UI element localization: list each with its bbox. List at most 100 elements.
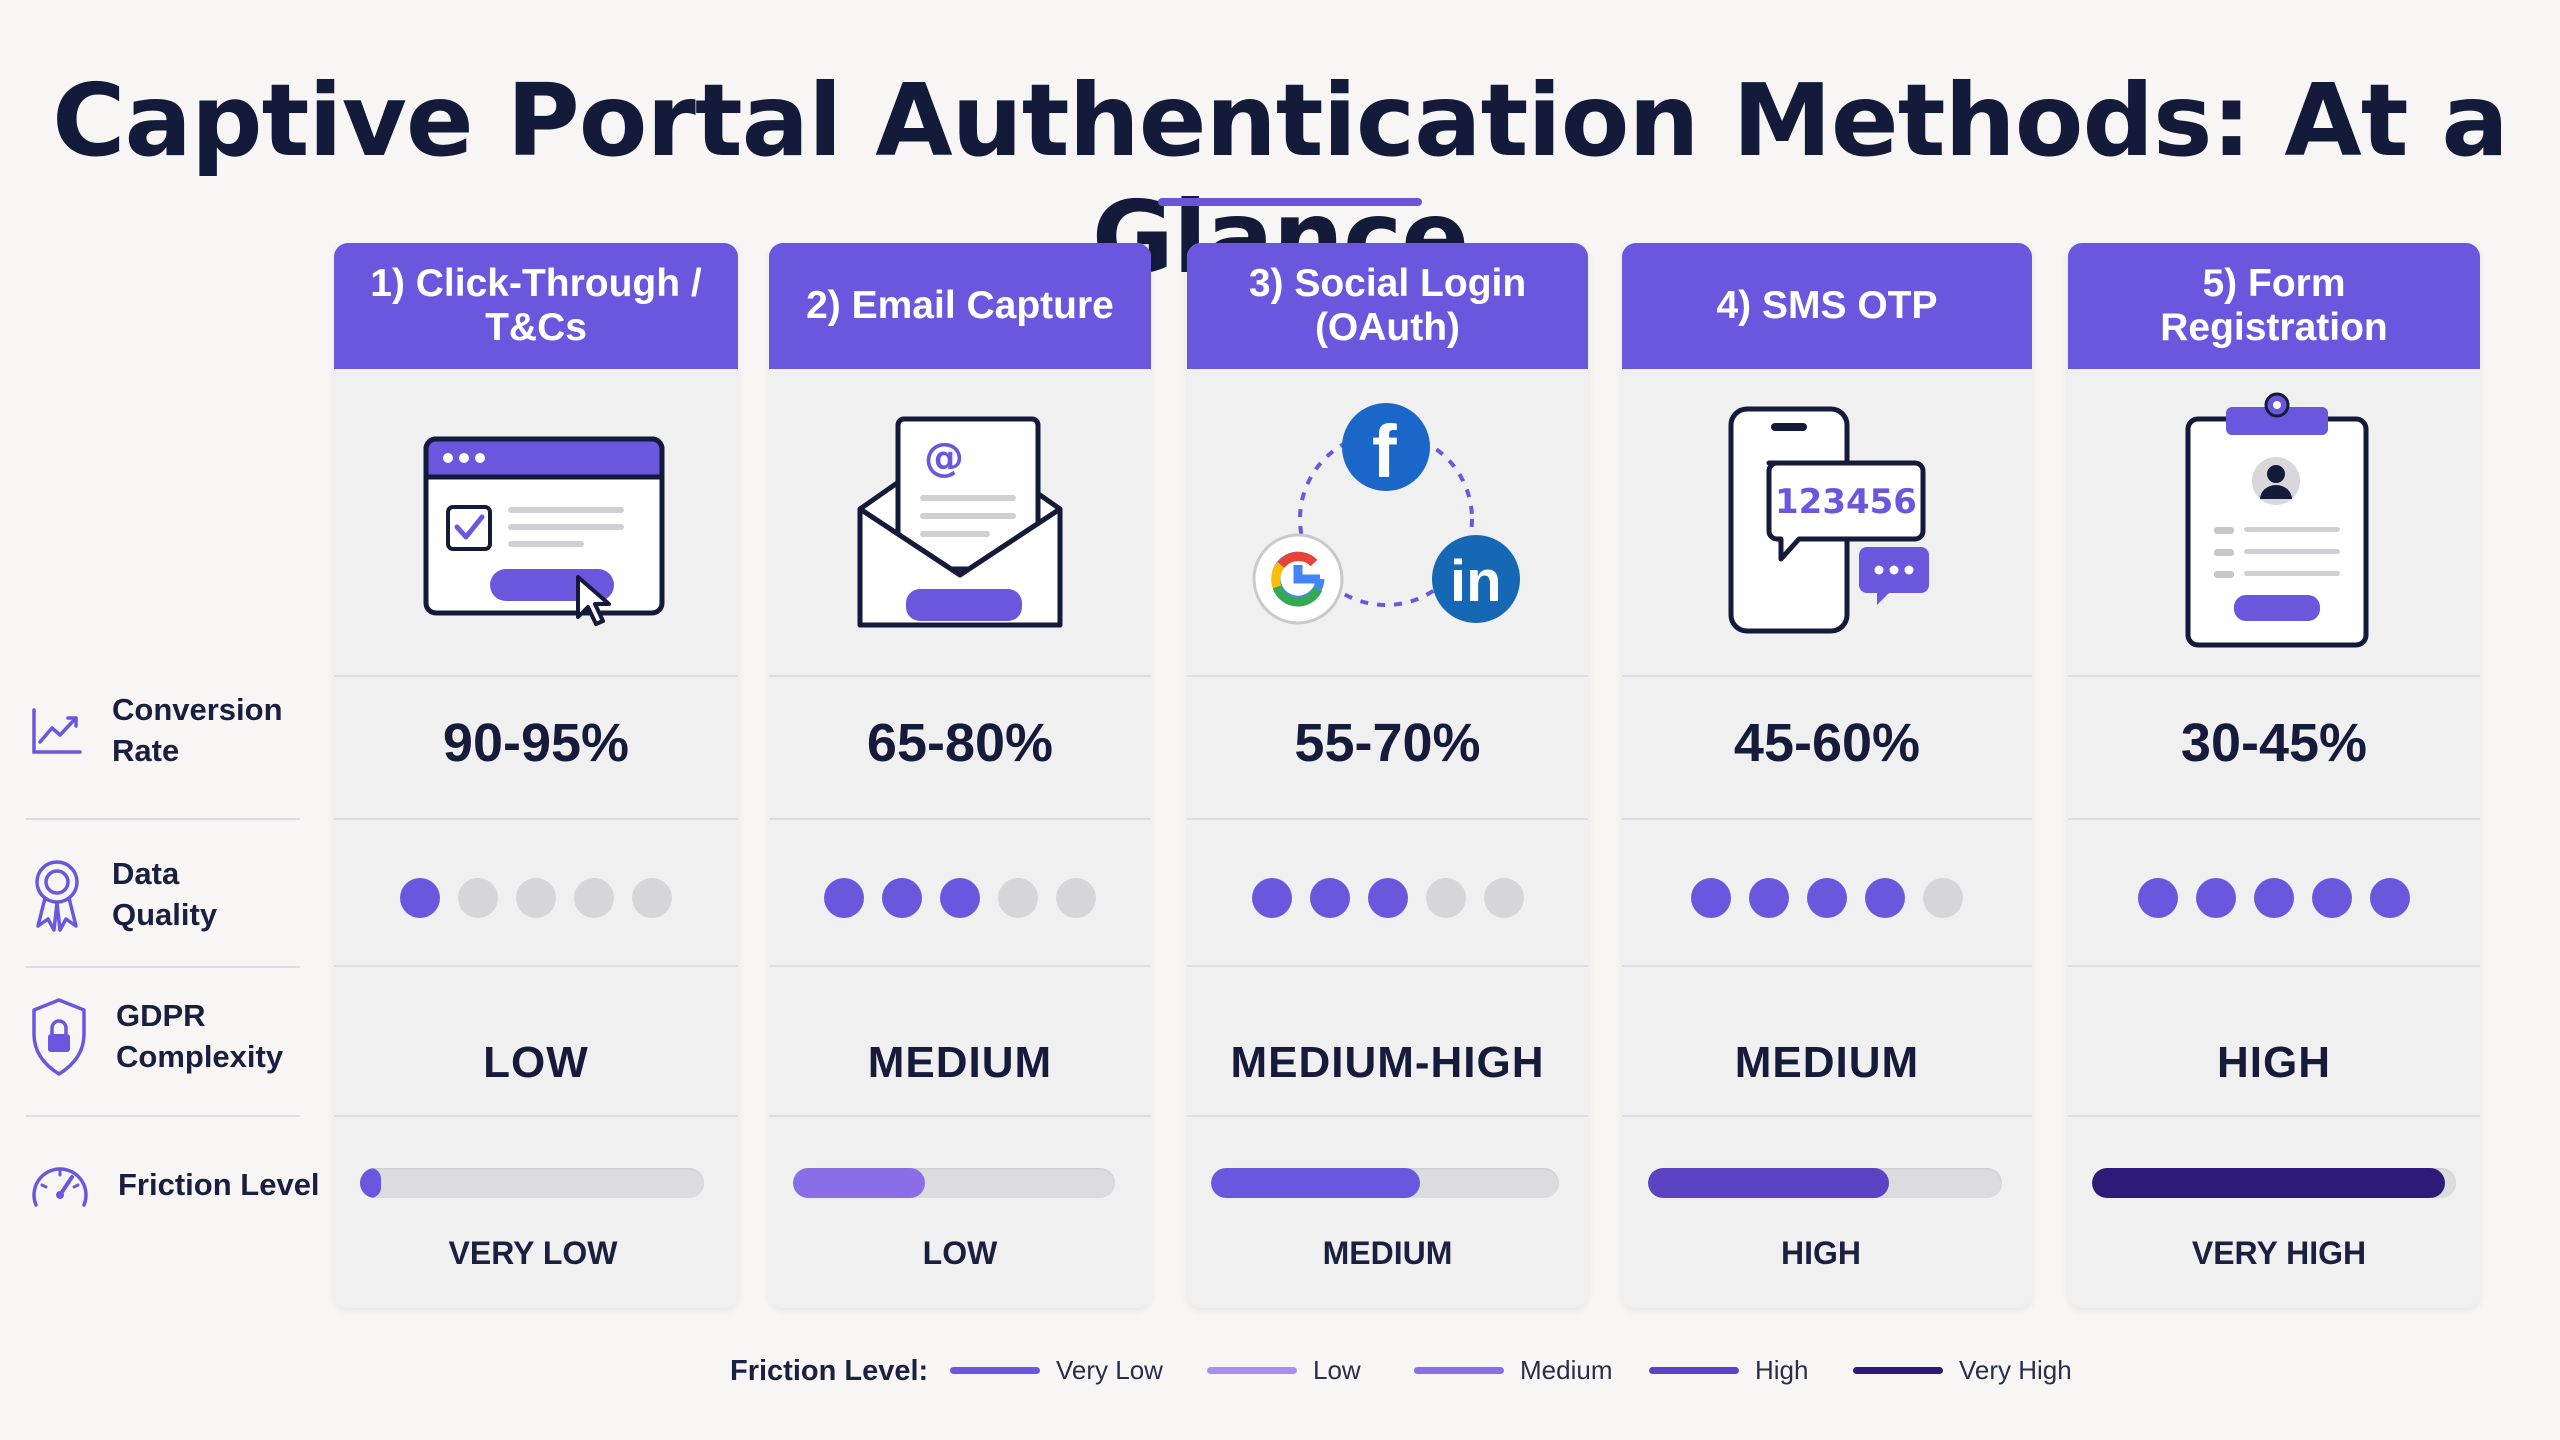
row-label-conversion-text: Conversion Rate [112,692,283,768]
quality-dot-empty [632,878,672,918]
friction-level: LOW [922,1235,998,1271]
friction-level: VERY HIGH [2191,1235,2367,1271]
row-label-gdpr-text: GDPR Complexity [116,998,284,1074]
friction-bar-fill [1211,1168,1420,1198]
method-card-click-through: 1) Click-Through / T&Cs 90-95% LOW VERY … [334,243,738,1308]
legend-swatch [1207,1367,1297,1374]
quality-dot-filled [2138,878,2178,918]
quality-dot-empty [998,878,1038,918]
otp-code: 123456 [1775,482,1917,522]
method-header: 3) Social Login (OAuth) [1187,243,1588,369]
legend-swatch [1649,1367,1739,1374]
svg-text:@: @ [924,435,964,481]
quality-dot-filled [2196,878,2236,918]
quality-dot-filled [1807,878,1847,918]
data-quality-dots [334,868,738,928]
gdpr-complexity: HIGH [2217,1038,2331,1087]
quality-dot-filled [940,878,980,918]
legend-item-low: Low [1207,1355,1361,1386]
quality-dot-filled [2312,878,2352,918]
quality-dot-filled [824,878,864,918]
conversion-rate: 30-45% [2180,713,2368,773]
friction-level: MEDIUM [1322,1235,1453,1271]
quality-dot-filled [1367,878,1408,918]
quality-dot-filled [400,878,440,918]
legend-label: High [1755,1355,1809,1385]
browser-checkbox-icon [334,369,738,669]
friction-legend: Friction Level: Very Low Low Medium High… [0,1355,2560,1395]
legend-label: Very Low [1056,1355,1163,1385]
conversion-rate: 45-60% [1733,713,1921,773]
data-quality-dots [1622,868,2032,928]
friction-bar-fill [360,1168,381,1198]
friction-bar [793,1168,1115,1198]
gdpr-complexity: MEDIUM-HIGH [1230,1038,1545,1087]
trend-chart-icon [32,708,82,754]
legend-label: Medium [1520,1355,1613,1385]
quality-dot-filled [2254,878,2294,918]
method-card-form-registration: 5) Form Registration 30-45% HIGH VERY HI… [2068,243,2480,1308]
quality-dot-filled [1691,878,1731,918]
legend-title: Friction Level: [730,1355,929,1387]
legend-item-very-low: Very Low [950,1355,1163,1386]
quality-dot-filled [1865,878,1905,918]
quality-dot-empty [1056,878,1096,918]
data-quality-dots [1187,868,1588,928]
social-login-icon: f in [1187,369,1588,669]
quality-dot-empty [1425,878,1466,918]
row-separator [26,966,300,968]
friction-bar [360,1168,704,1198]
row-label-friction: Friction Level [28,1155,320,1215]
method-card-sms-otp: 4) SMS OTP 123456 45-60% MEDIUM HIGH [1622,243,2032,1308]
row-label-conversion: Conversion Rate [28,690,283,772]
friction-bar-fill [1648,1168,1889,1198]
legend-swatch [1853,1367,1943,1374]
quality-dot-empty [574,878,614,918]
quality-dot-empty [516,878,556,918]
email-envelope-icon: @ [769,369,1151,669]
friction-bar [1648,1168,2002,1198]
title-underline [1158,198,1422,206]
clipboard-form-icon [2068,369,2480,669]
legend-item-medium: Medium [1414,1355,1612,1386]
method-header: 1) Click-Through / T&Cs [334,243,738,369]
friction-bar [2092,1168,2456,1198]
row-label-gdpr: GDPR Complexity [28,996,283,1078]
method-header: 5) Form Registration [2068,243,2480,369]
legend-label: Very High [1959,1355,2072,1385]
legend-item-high: High [1649,1355,1808,1386]
row-separator [26,1115,300,1117]
method-card-social-login: 3) Social Login (OAuth) f in 55-70% MEDI… [1187,243,1588,1308]
data-quality-dots [769,868,1151,928]
row-label-data-quality: Data Quality [28,854,217,936]
quality-dot-filled [1251,878,1292,918]
shield-lock-icon [32,998,86,1076]
gdpr-complexity: MEDIUM [867,1038,1053,1087]
method-card-email-capture: 2) Email Capture @ 65-80% MEDIUM LOW [769,243,1151,1308]
friction-bar-fill [793,1168,926,1198]
phone-otp-icon: 123456 [1622,369,2032,669]
quality-dot-empty [1923,878,1963,918]
conversion-rate: 90-95% [442,713,630,773]
conversion-rate: 65-80% [866,713,1054,773]
quality-dot-filled [882,878,922,918]
legend-swatch [1414,1367,1504,1374]
row-separator [26,818,300,820]
quality-dot-filled [2370,878,2410,918]
svg-text:f: f [1372,410,1397,493]
quality-dot-filled [1309,878,1350,918]
award-ribbon-icon [35,860,79,932]
quality-dot-filled [1749,878,1789,918]
gdpr-complexity: MEDIUM [1734,1038,1920,1087]
friction-level: VERY LOW [448,1235,618,1271]
gdpr-complexity: LOW [483,1038,589,1087]
row-label-data-quality-text: Data Quality [112,856,218,932]
legend-item-very-high: Very High [1853,1355,2072,1386]
friction-bar-fill [2092,1168,2446,1198]
row-label-friction-text: Friction Level [118,1166,320,1202]
friction-level: HIGH [1781,1235,1861,1271]
method-header: 4) SMS OTP [1622,243,2032,369]
legend-swatch [950,1367,1040,1374]
method-header: 2) Email Capture [769,243,1151,369]
legend-label: Low [1313,1355,1361,1385]
